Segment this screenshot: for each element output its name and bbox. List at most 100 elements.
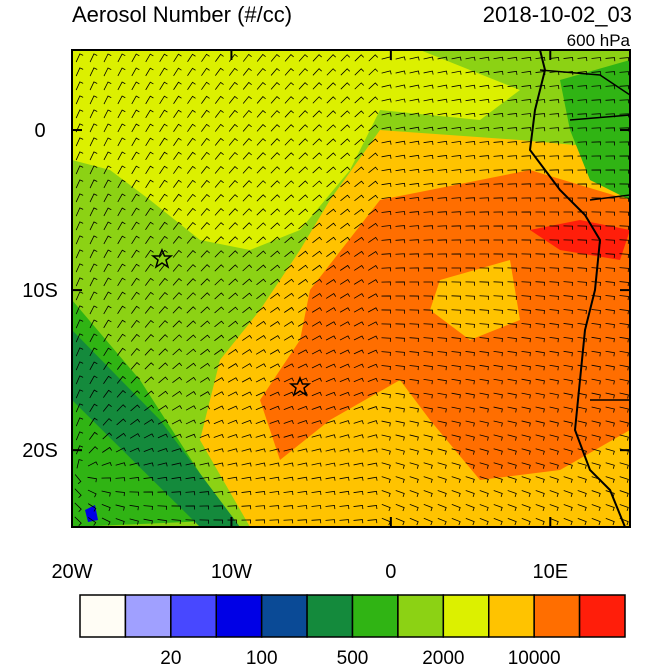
wind-barb	[89, 179, 98, 189]
wind-barb	[103, 291, 112, 301]
wind-barb	[493, 476, 503, 483]
wind-barb	[298, 194, 309, 202]
wind-barb	[409, 239, 420, 244]
wind-barb	[437, 434, 447, 441]
wind-barb	[577, 462, 587, 469]
wind-barb	[493, 56, 504, 61]
wind-barb	[465, 169, 476, 174]
wind-barb	[173, 81, 182, 90]
wind-barb	[214, 334, 225, 342]
wind-barb	[451, 337, 461, 343]
wind-barb	[521, 281, 531, 286]
wind-barb	[297, 490, 308, 495]
wind-barb	[605, 434, 615, 441]
wind-barb	[381, 281, 392, 286]
wind-barb	[103, 109, 112, 119]
wind-barb	[395, 378, 405, 385]
wind-barb	[465, 70, 476, 75]
wind-barb	[535, 350, 545, 357]
wind-barb	[75, 305, 84, 315]
wind-barb	[117, 235, 126, 245]
wind-barb	[131, 137, 140, 147]
wind-barb	[619, 476, 629, 483]
wind-barb	[298, 264, 309, 272]
wind-barb	[549, 336, 559, 343]
wind-barb	[200, 334, 211, 342]
wind-barb	[535, 295, 545, 300]
wind-barb	[325, 307, 337, 313]
wind-barb	[563, 336, 573, 343]
wind-barb	[172, 207, 182, 216]
wind-barb	[493, 406, 503, 413]
wind-barb	[89, 319, 98, 329]
wind-barb	[354, 110, 365, 118]
wind-barb	[619, 490, 629, 497]
wind-barb	[507, 169, 518, 174]
wind-barb	[367, 265, 379, 271]
wind-barb	[479, 295, 489, 300]
wind-barb	[423, 351, 433, 357]
wind-barb	[339, 462, 350, 467]
wind-barb	[131, 179, 140, 189]
wind-barb	[214, 194, 224, 202]
wind-barb	[465, 448, 475, 455]
wind-barb	[437, 309, 447, 314]
wind-barb	[465, 281, 475, 286]
wind-barb	[521, 504, 531, 512]
wind-barb	[89, 193, 98, 203]
wind-barb	[173, 109, 182, 118]
wind-barb	[117, 95, 126, 105]
wind-barb	[130, 390, 141, 398]
wind-barb	[173, 165, 182, 174]
wind-barb	[298, 208, 309, 216]
wind-barb	[605, 239, 615, 244]
wind-barb	[409, 392, 419, 399]
wind-barb	[143, 433, 155, 439]
wind-barb	[605, 211, 615, 216]
wind-barb	[242, 222, 253, 230]
wind-barb	[465, 56, 476, 61]
wind-barb	[269, 335, 281, 341]
wind-barb	[381, 365, 391, 371]
wind-barb	[395, 476, 405, 483]
wind-barb	[241, 419, 252, 424]
wind-barb	[284, 138, 294, 146]
wind-barb	[577, 155, 588, 160]
wind-barb	[158, 306, 168, 314]
wind-barb	[298, 68, 308, 76]
wind-barb	[367, 504, 378, 510]
wind-barb	[283, 476, 294, 481]
wind-barb	[423, 253, 434, 258]
field-region	[430, 260, 520, 340]
wind-barb	[395, 98, 406, 103]
wind-barb	[173, 137, 182, 146]
wind-barb	[101, 462, 112, 467]
wind-barb	[423, 168, 434, 174]
wind-barb	[507, 490, 517, 497]
wind-barb	[619, 141, 629, 146]
wind-barb	[549, 476, 559, 483]
wind-barb	[297, 363, 308, 369]
wind-barb	[311, 519, 322, 524]
wind-barb	[75, 291, 84, 301]
wind-barb	[270, 250, 281, 258]
wind-barb	[605, 155, 615, 160]
wind-barb	[493, 392, 503, 399]
wind-barb	[145, 53, 154, 63]
wind-barb	[353, 349, 364, 355]
wind-barb	[409, 84, 420, 89]
wind-barb	[75, 67, 84, 77]
wind-barb	[256, 152, 266, 160]
wind-barb	[75, 431, 84, 441]
wind-barb	[437, 253, 447, 258]
wind-barb	[381, 140, 392, 145]
wind-barb	[297, 335, 309, 341]
wind-barb	[131, 67, 140, 77]
wind-barb	[199, 476, 210, 481]
wind-barb	[201, 123, 210, 132]
wind-barb	[409, 490, 419, 498]
wind-barb	[591, 99, 602, 104]
wind-barb	[479, 337, 489, 343]
wind-barb	[326, 222, 337, 230]
wind-barb	[228, 250, 239, 258]
